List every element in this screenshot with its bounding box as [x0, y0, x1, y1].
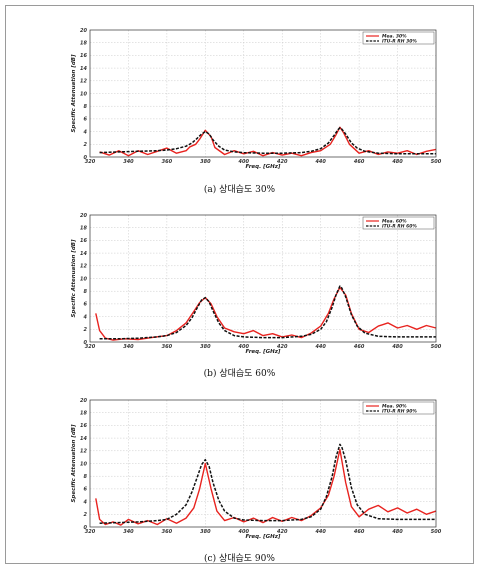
y-tick-label-c: 6 [84, 487, 88, 493]
legend-box-b [362, 216, 435, 230]
y-axis-label-b: Specific Attenuation [dB] [71, 239, 77, 318]
y-tick-label-c: 14 [80, 436, 87, 442]
x-tick-label-a: 460 [354, 159, 365, 165]
x-tick-label-c: 460 [354, 529, 365, 535]
caption-c: (c) 상대습도 90% [204, 554, 275, 564]
x-axis-label-c: Freq. [GHz] [246, 534, 281, 540]
y-tick-label-c: 4 [84, 499, 88, 505]
y-tick-label-b: 4 [84, 314, 88, 320]
y-tick-label-c: 12 [80, 449, 87, 455]
y-tick-label-b: 6 [84, 302, 88, 308]
legend-label-c-1: ITU-R RH 90% [382, 409, 417, 415]
y-tick-label-c: 16 [80, 423, 87, 429]
x-tick-label-a: 420 [277, 159, 288, 165]
x-tick-label-c: 480 [392, 529, 403, 535]
legend-label-b-1: ITU-R RH 60% [382, 224, 417, 230]
axis-frame-b [89, 214, 437, 343]
x-tick-label-b: 400 [239, 344, 250, 350]
x-tick-label-c: 500 [431, 529, 442, 535]
x-tick-label-c: 400 [239, 529, 250, 535]
x-tick-label-a: 480 [392, 159, 403, 165]
x-tick-label-c: 340 [123, 529, 134, 535]
x-tick-label-b: 420 [277, 344, 288, 350]
legend-label-a-0: Mea. 30% [382, 34, 407, 40]
y-tick-label-c: 2 [84, 512, 88, 518]
series-line-b-itu [99, 285, 436, 340]
x-tick-label-c: 420 [277, 529, 288, 535]
y-tick-label-b: 12 [80, 264, 87, 270]
y-tick-label-c: 0 [84, 525, 88, 531]
legend-b: Mea. 60%ITU-R RH 60% [362, 216, 435, 230]
y-tick-label-a: 12 [80, 79, 87, 85]
y-tick-label-c: 18 [80, 411, 87, 417]
x-tick-label-b: 480 [392, 344, 403, 350]
x-axis-label-a: Freq. [GHz] [246, 164, 281, 170]
x-tick-label-b: 440 [315, 344, 326, 350]
x-tick-label-c: 360 [162, 529, 173, 535]
x-tick-label-a: 400 [239, 159, 250, 165]
x-tick-label-c: 320 [85, 529, 96, 535]
x-tick-label-b: 340 [123, 344, 134, 350]
x-tick-label-a: 320 [85, 159, 96, 165]
x-tick-label-a: 380 [200, 159, 211, 165]
y-tick-label-a: 10 [80, 91, 87, 97]
legend-a: Mea. 30%ITU-R RH 30% [362, 31, 435, 45]
legend-box-a [362, 31, 435, 45]
x-tick-label-a: 340 [123, 159, 134, 165]
figure-frame [5, 5, 474, 564]
series-line-a-itu [99, 127, 436, 155]
x-tick-label-b: 380 [200, 344, 211, 350]
x-tick-label-b: 460 [354, 344, 365, 350]
y-tick-label-a: 6 [84, 117, 88, 123]
y-tick-label-b: 2 [84, 327, 88, 333]
chart-a: 320 340 360 380 400 420 440 460 480 500 0 2 4 6 8 10 12 1… [71, 28, 442, 170]
y-tick-label-b: 18 [80, 226, 87, 232]
legend-label-b-0: Mea. 60% [382, 219, 407, 225]
legend-label-a-1: ITU-R RH 30% [382, 39, 417, 45]
x-tick-label-c: 380 [200, 529, 211, 535]
x-tick-label-a: 360 [162, 159, 173, 165]
y-tick-label-b: 14 [80, 251, 87, 257]
chart-b: 320 340 360 380 400 420 440 460 480 500 0 2 4 6 8 10 12 1… [71, 213, 442, 355]
x-tick-label-b: 500 [431, 344, 442, 350]
x-axis-label-b: Freq. [GHz] [246, 349, 281, 355]
y-tick-label-a: 16 [80, 53, 87, 59]
y-tick-label-b: 8 [84, 289, 88, 295]
axis-frame-a [89, 29, 437, 158]
y-tick-label-a: 4 [84, 129, 88, 135]
legend-c: Mea. 90%ITU-R RH 90% [362, 401, 435, 415]
y-tick-label-a: 18 [80, 41, 87, 47]
series-line-c-itu [99, 443, 436, 524]
axis-frame-c [89, 399, 437, 528]
x-tick-label-b: 360 [162, 344, 173, 350]
y-tick-label-a: 0 [84, 155, 88, 161]
legend-label-c-0: Mea. 90% [382, 404, 407, 410]
legend-box-c [362, 401, 435, 415]
y-tick-label-c: 10 [80, 461, 87, 467]
x-tick-label-c: 440 [315, 529, 326, 535]
y-tick-label-b: 16 [80, 238, 87, 244]
x-tick-label-b: 320 [85, 344, 96, 350]
y-tick-label-b: 20 [80, 213, 87, 219]
y-tick-label-a: 8 [84, 104, 88, 110]
y-tick-label-c: 8 [84, 474, 88, 480]
y-tick-label-a: 2 [84, 142, 88, 148]
x-tick-label-a: 440 [315, 159, 326, 165]
caption-a: (a) 상대습도 30% [203, 185, 276, 195]
y-tick-label-a: 20 [80, 28, 87, 34]
y-tick-label-b: 10 [80, 276, 87, 282]
x-tick-label-a: 500 [431, 159, 442, 165]
y-tick-label-c: 20 [80, 398, 87, 404]
y-axis-label-c: Specific Attenuation [dB] [71, 424, 77, 503]
y-tick-label-b: 0 [84, 340, 88, 346]
y-tick-label-a: 14 [80, 66, 87, 72]
chart-c: 320 340 360 380 400 420 440 460 480 500 0 2 4 6 8 10 12 1… [71, 398, 442, 540]
y-axis-label-a: Specific Attenuation [dB] [71, 54, 77, 133]
caption-b: (b) 상대습도 60% [203, 369, 276, 379]
